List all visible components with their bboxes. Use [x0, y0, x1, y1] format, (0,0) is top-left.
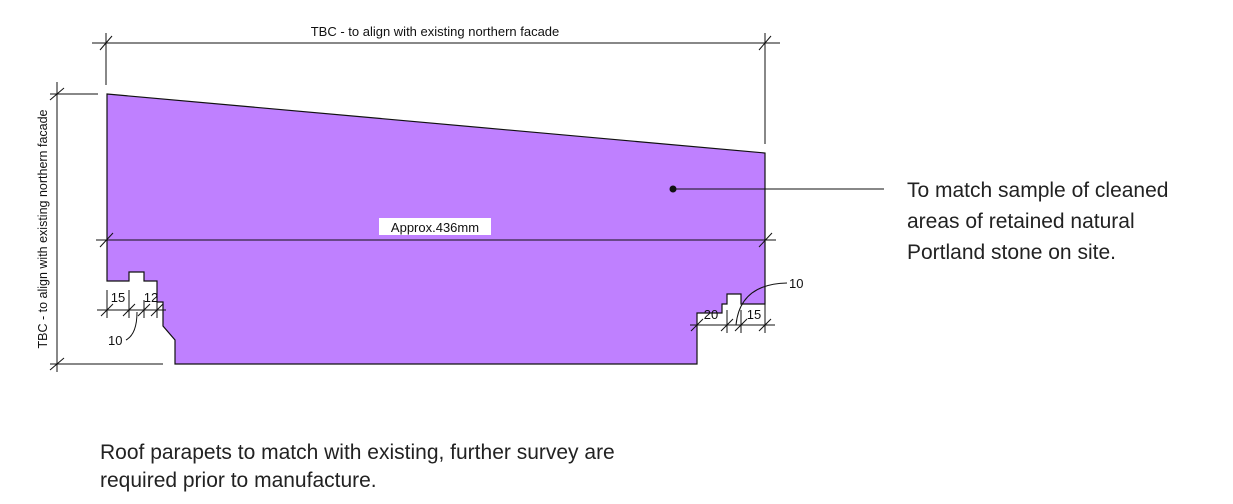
right-detail-dimensions: 20 15 10: [690, 276, 803, 333]
left-tick-3: [137, 303, 151, 317]
right-dim-10: 10: [789, 276, 803, 291]
top-tick-right: [758, 35, 772, 51]
left-dim-12: 12: [144, 290, 158, 305]
left-dim-15: 15: [111, 290, 125, 305]
top-tick-left: [99, 35, 113, 51]
side-tick-bottom: [49, 357, 65, 371]
right-tick-2: [720, 318, 734, 332]
left-tick-4: [150, 303, 164, 317]
material-note-line-1: To match sample of cleaned: [907, 179, 1168, 202]
top-dimension: TBC - to align with existing northern fa…: [92, 24, 780, 144]
right-tick-1: [690, 318, 704, 332]
top-dimension-label: TBC - to align with existing northern fa…: [311, 24, 560, 39]
footer-note-line-2: required prior to manufacture.: [100, 469, 377, 492]
material-leader: [669, 185, 884, 193]
footer-note-line-1: Roof parapets to match with existing, fu…: [100, 441, 615, 464]
width-tick-right: [758, 232, 773, 248]
side-dimension-label: TBC - to align with existing northern fa…: [36, 109, 50, 348]
left-dim-10: 10: [108, 333, 122, 348]
material-note-line-2: areas of retained natural: [907, 210, 1135, 233]
material-note: To match sample of cleaned areas of reta…: [907, 179, 1174, 264]
material-note-line-3: Portland stone on site.: [907, 241, 1116, 264]
width-tick-left: [99, 232, 114, 248]
width-dimension-label: Approx.436mm: [391, 220, 479, 235]
right-dim-10-leader: [735, 282, 788, 326]
left-tick-2: [122, 303, 136, 317]
right-dim-15: 15: [747, 307, 761, 322]
left-tick-1: [100, 303, 114, 317]
right-tick-3: [734, 318, 748, 332]
side-dimension: TBC - to align with existing northern fa…: [36, 82, 163, 372]
side-tick-top: [49, 87, 65, 101]
width-label-background: [379, 218, 491, 235]
right-tick-4: [758, 318, 772, 332]
left-detail-dimensions: 15 12 10: [97, 290, 166, 348]
left-dim-10-leader: [125, 311, 138, 341]
right-dim-20: 20: [704, 307, 718, 322]
footer-note: Roof parapets to match with existing, fu…: [100, 441, 621, 492]
width-dimension: Approx.436mm: [96, 218, 776, 248]
